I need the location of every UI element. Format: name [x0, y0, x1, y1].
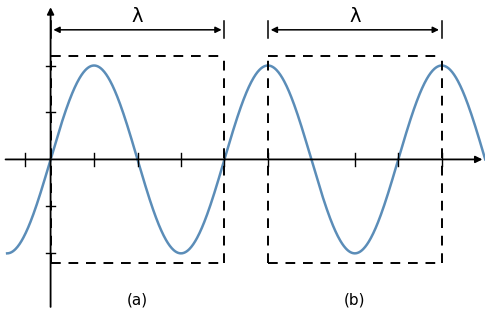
Text: λ: λ — [349, 7, 361, 26]
Text: (a): (a) — [127, 293, 148, 308]
Text: (b): (b) — [344, 293, 366, 308]
Text: λ: λ — [132, 7, 143, 26]
